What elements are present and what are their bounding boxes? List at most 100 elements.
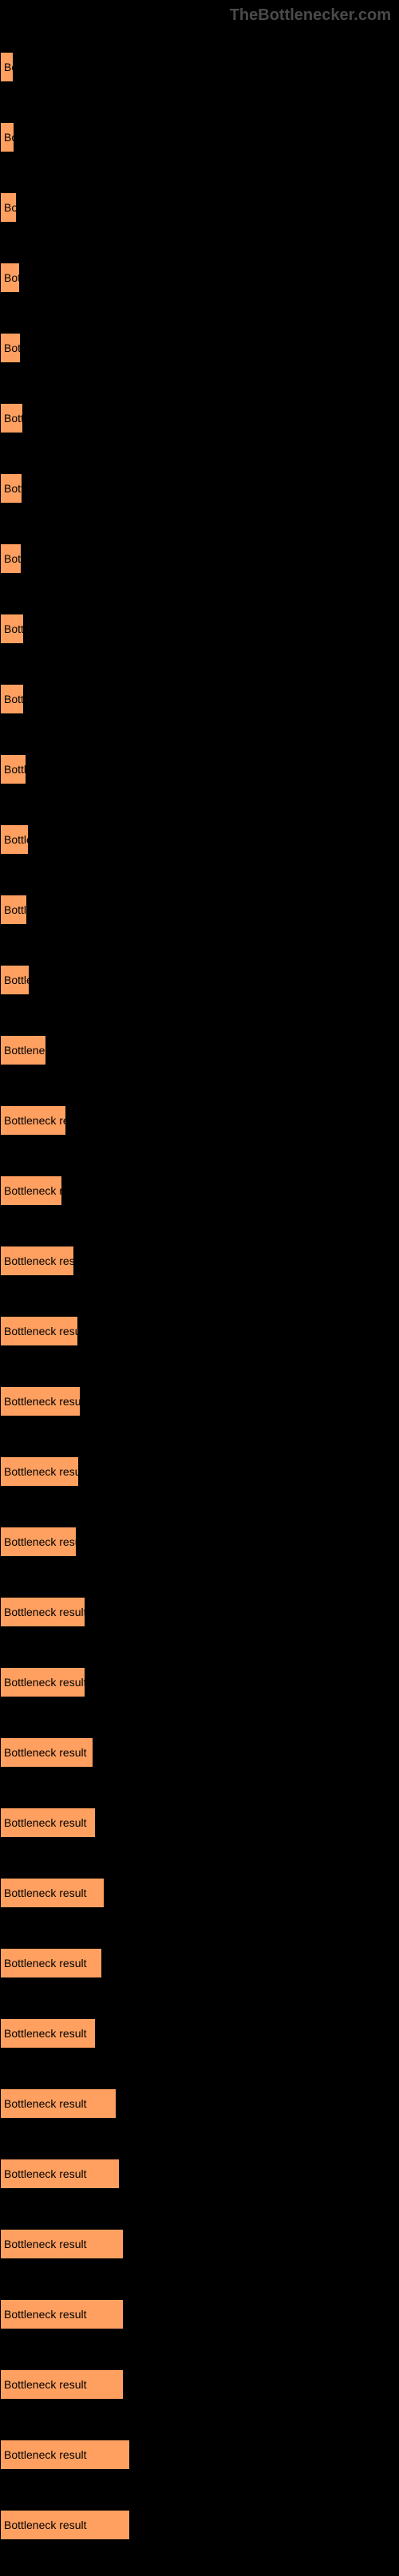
- bar-row: Bottleneck result: [0, 804, 399, 875]
- bar: Bottleneck result: [0, 473, 22, 504]
- watermark-text: TheBottlenecker.com: [230, 6, 391, 25]
- bar-row: Bottleneck result: [0, 1717, 399, 1788]
- bar: Bottleneck result: [0, 754, 26, 784]
- bar: Bottleneck result: [0, 824, 29, 855]
- bar-row: Bottleneck result: [0, 664, 399, 734]
- bar: Bottleneck result: [0, 2088, 117, 2119]
- bar-row: Bottleneck result: [0, 1858, 399, 1928]
- bar-label: Bottleneck result: [4, 1816, 87, 1829]
- bar-label: Bottleneck result: [4, 693, 24, 705]
- bar-label: Bottleneck result: [4, 1325, 78, 1337]
- bar-label: Bottleneck result: [4, 1465, 79, 1478]
- bar-row: Bottleneck result: [0, 2209, 399, 2279]
- bar-row: Bottleneck result: [0, 1647, 399, 1717]
- bar-row: Bottleneck result: [0, 1928, 399, 1998]
- bar-row: Bottleneck result: [0, 2068, 399, 2139]
- bar-row: Bottleneck result: [0, 2279, 399, 2349]
- bar: Bottleneck result: [0, 2229, 124, 2259]
- bar-label: Bottleneck result: [4, 833, 29, 846]
- bar-row: Bottleneck result: [0, 243, 399, 313]
- bar-row: Bottleneck result: [0, 2490, 399, 2560]
- bar-label: Bottleneck result: [4, 201, 17, 214]
- bar-row: Bottleneck result: [0, 102, 399, 172]
- bar: Bottleneck result: [0, 403, 23, 433]
- bar-row: Bottleneck result: [0, 313, 399, 383]
- bar-label: Bottleneck result: [4, 622, 24, 635]
- bar-row: Bottleneck result: [0, 1577, 399, 1647]
- bar-label: Bottleneck result: [4, 1254, 74, 1267]
- bar-row: Bottleneck result: [0, 875, 399, 945]
- bar: Bottleneck result: [0, 1597, 85, 1627]
- bar: Bottleneck result: [0, 263, 20, 293]
- bar-label: Bottleneck result: [4, 2308, 87, 2321]
- bar: Bottleneck result: [0, 1316, 78, 1346]
- bar-row: Bottleneck result: [0, 383, 399, 453]
- bar-row: Bottleneck result: [0, 1507, 399, 1577]
- bar-row: Bottleneck result: [0, 2420, 399, 2490]
- bar-label: Bottleneck result: [4, 342, 21, 354]
- bar: Bottleneck result: [0, 1808, 96, 1838]
- bar-row: Bottleneck result: [0, 1366, 399, 1436]
- bar-label: Bottleneck result: [4, 1044, 46, 1057]
- bar-row: Bottleneck result: [0, 1998, 399, 2068]
- bar-row: Bottleneck result: [0, 1296, 399, 1366]
- bar-label: Bottleneck result: [4, 61, 14, 73]
- bar-label: Bottleneck result: [4, 412, 23, 425]
- bar-label: Bottleneck result: [4, 1395, 81, 1408]
- bar-label: Bottleneck result: [4, 482, 22, 495]
- bar: Bottleneck result: [0, 2369, 124, 2400]
- bar: Bottleneck result: [0, 543, 22, 574]
- bar-row: Bottleneck result: [0, 2139, 399, 2209]
- bar: Bottleneck result: [0, 1667, 85, 1697]
- bar: Bottleneck result: [0, 2510, 130, 2540]
- bar: Bottleneck result: [0, 2440, 130, 2470]
- bar-label: Bottleneck result: [4, 2519, 87, 2531]
- bar-label: Bottleneck result: [4, 1114, 66, 1127]
- bar-label: Bottleneck result: [4, 1746, 87, 1759]
- bar-chart: Bottleneck result Bottleneck result Bottle…: [0, 0, 399, 2576]
- bar-row: Bottleneck result: [0, 1156, 399, 1226]
- bar-row: Bottleneck result: [0, 453, 399, 523]
- bar-label: Bottleneck result: [4, 974, 30, 986]
- bar-label: Bottleneck result: [4, 763, 26, 776]
- bar: Bottleneck result: [0, 614, 24, 644]
- bar-label: Bottleneck result: [4, 1957, 87, 1970]
- bar-row: Bottleneck result: [0, 1436, 399, 1507]
- bar-label: Bottleneck result: [4, 552, 22, 565]
- bar: Bottleneck result: [0, 895, 27, 925]
- bar-row: Bottleneck result: [0, 1085, 399, 1156]
- bar: Bottleneck result: [0, 1246, 74, 1276]
- bar-row: Bottleneck result: [0, 2349, 399, 2420]
- bar-row: Bottleneck result: [0, 594, 399, 664]
- bar-label: Bottleneck result: [4, 1676, 85, 1689]
- bar: Bottleneck result: [0, 1105, 66, 1136]
- bar: Bottleneck result: [0, 2299, 124, 2329]
- bar-row: Bottleneck result: [0, 1788, 399, 1858]
- bar: Bottleneck result: [0, 1175, 62, 1206]
- bar: Bottleneck result: [0, 333, 21, 363]
- bar-label: Bottleneck result: [4, 1887, 87, 1899]
- bar-label: Bottleneck result: [4, 1184, 62, 1197]
- bar-label: Bottleneck result: [4, 2378, 87, 2391]
- bar-label: Bottleneck result: [4, 2238, 87, 2250]
- bar-label: Bottleneck result: [4, 903, 27, 916]
- bar-label: Bottleneck result: [4, 131, 14, 144]
- bar-label: Bottleneck result: [4, 2027, 87, 2040]
- bar-row: Bottleneck result: [0, 734, 399, 804]
- bar: Bottleneck result: [0, 192, 17, 223]
- bar: Bottleneck result: [0, 1878, 105, 1908]
- bar: Bottleneck result: [0, 2018, 96, 2049]
- bar: Bottleneck result: [0, 1386, 81, 1416]
- bar-row: Bottleneck result: [0, 523, 399, 594]
- bar: Bottleneck result: [0, 684, 24, 714]
- bar-label: Bottleneck result: [4, 2167, 87, 2180]
- bar: Bottleneck result: [0, 1737, 93, 1768]
- bar: Bottleneck result: [0, 1456, 79, 1487]
- bar: Bottleneck result: [0, 122, 14, 152]
- bar-row: Bottleneck result: [0, 945, 399, 1015]
- bar-row: Bottleneck result: [0, 172, 399, 243]
- bar: Bottleneck result: [0, 1948, 102, 1978]
- bar: Bottleneck result: [0, 1035, 46, 1065]
- bar-row: Bottleneck result: [0, 1015, 399, 1085]
- bar-label: Bottleneck result: [4, 2448, 87, 2461]
